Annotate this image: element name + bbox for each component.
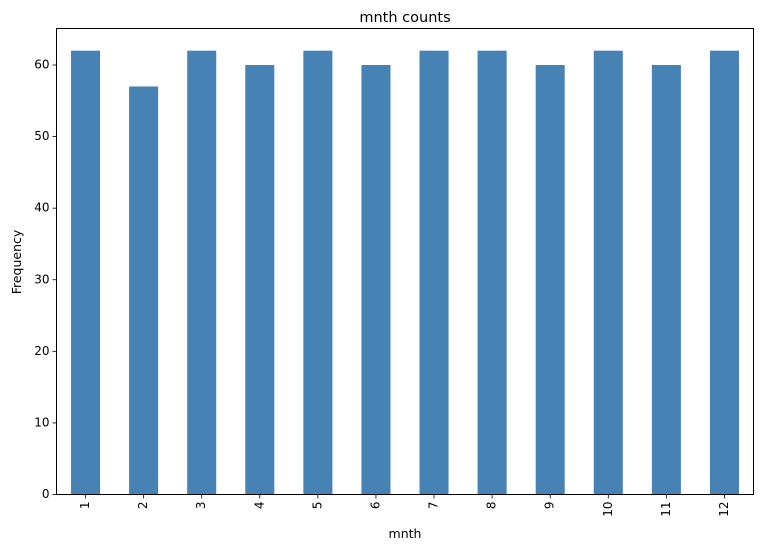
bar-8	[477, 50, 507, 495]
x-tick-label: 4	[252, 502, 266, 510]
bar-6	[361, 65, 391, 495]
y-tick-label: 0	[42, 487, 50, 501]
x-tick-label: 3	[194, 502, 208, 510]
bar-7	[419, 50, 449, 495]
x-tick-label: 9	[543, 502, 557, 510]
bar-4	[245, 65, 275, 495]
bar-9	[535, 65, 565, 495]
bars-group	[71, 50, 739, 495]
bar-11	[651, 65, 681, 495]
x-tick-label: 5	[310, 502, 324, 510]
y-tick-label: 50	[34, 129, 49, 143]
bar-2	[129, 86, 159, 495]
bar-1	[71, 50, 101, 495]
chart-title: mnth counts	[359, 10, 450, 26]
y-tick-label: 30	[34, 272, 49, 286]
y-tick-label: 20	[34, 344, 49, 358]
x-axis: 1 2 3 4 5 6 7 8 9 10 11 12	[78, 494, 731, 517]
y-tick-label: 40	[34, 201, 49, 215]
x-tick-label: 10	[601, 502, 615, 517]
x-axis-label: mnth	[389, 526, 422, 541]
y-axis-label: Frequency	[9, 229, 24, 294]
x-tick-label: 12	[717, 502, 731, 517]
y-tick-label: 60	[34, 58, 49, 72]
x-tick-label: 1	[78, 502, 92, 510]
x-tick-label: 8	[485, 502, 499, 510]
bar-5	[303, 50, 333, 495]
y-tick-label: 10	[34, 415, 49, 429]
bar-12	[709, 50, 739, 495]
y-axis: 0 10 20 30 40 50 60	[34, 58, 57, 501]
x-tick-label: 11	[659, 502, 673, 517]
bar-3	[187, 50, 217, 495]
x-tick-label: 7	[427, 502, 441, 510]
x-tick-label: 2	[136, 502, 150, 510]
bar-10	[593, 50, 623, 495]
x-tick-label: 6	[368, 502, 382, 510]
plot-frame	[56, 28, 754, 495]
